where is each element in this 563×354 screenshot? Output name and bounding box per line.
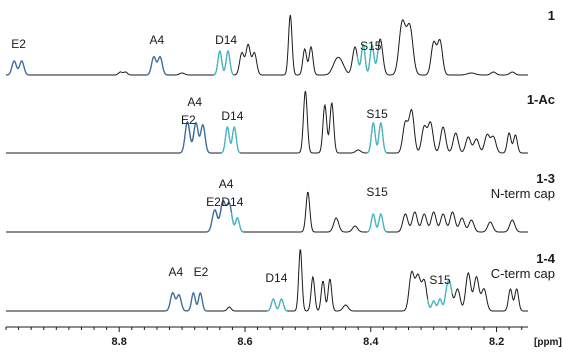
spectrum-1-3: A4 E2 D14 S15 1-3N-term cap: [6, 171, 555, 233]
spectrum-subtitle: C-term cap: [491, 266, 555, 281]
x-tick-label: 8.8: [112, 336, 127, 348]
peak-label-D14: D14: [215, 33, 237, 47]
peak-label-A4: A4: [168, 265, 183, 279]
spectrum-1: E2 A4 D14 S15 1: [5, 8, 555, 76]
peak-label-A4: A4: [150, 33, 165, 47]
peak-label-E2: E2: [206, 195, 221, 209]
x-tick-label: 8.4: [363, 336, 379, 348]
x-axis-unit: [ppm]: [534, 337, 562, 348]
peak-D14-1-4: [267, 298, 288, 312]
peak-A4-1: [146, 55, 168, 76]
peak-D14-1-3: [230, 212, 244, 233]
spectrum-1-Ac: E2 A4 D14 S15 1-Ac: [6, 90, 555, 154]
peak-label-D14: D14: [265, 271, 287, 285]
spectrum-line-1-Ac: [6, 90, 528, 154]
peak-label-S15: S15: [360, 39, 382, 53]
peak-A4-1-4: [165, 292, 187, 312]
spectrum-line-1: [5, 14, 528, 76]
peak-S15-1-Ac: [367, 122, 387, 154]
spectrum-title: 1: [548, 8, 555, 23]
peak-label-E2: E2: [181, 113, 196, 127]
peak-S15-1-4: [426, 279, 453, 309]
peak-S15-1-3: [367, 213, 387, 233]
peak-label-D14: D14: [221, 109, 243, 123]
spectrum-1-4: A4 E2 D14 S15 1-4C-term cap: [6, 249, 556, 312]
peak-D14-1: [213, 50, 235, 76]
peak-label-D14: D14: [221, 195, 243, 209]
peak-label-S15: S15: [366, 107, 388, 121]
peak-label-E2: E2: [11, 37, 26, 51]
spectrum-title: 1-Ac: [527, 92, 555, 107]
peak-A4-1-Ac: [188, 121, 210, 154]
peak-label-E2: E2: [194, 265, 209, 279]
peak-D14-1-Ac: [221, 126, 241, 154]
spectrum-line-1-3: [6, 191, 528, 233]
peak-label-A4: A4: [187, 95, 202, 109]
peak-S15-1: [356, 43, 379, 72]
x-tick-label: 8.6: [237, 336, 252, 348]
spectrum-title: 1-3: [536, 171, 555, 186]
peak-label-S15: S15: [366, 185, 388, 199]
peak-E2-1-4: [187, 292, 207, 312]
peak-label-S15: S15: [429, 273, 451, 287]
peak-E2-1: [7, 60, 29, 76]
spectrum-title: 1-4: [536, 251, 556, 266]
spectrum-subtitle: N-term cap: [491, 186, 555, 201]
x-tick-label: 8.2: [489, 336, 504, 348]
peak-label-A4: A4: [219, 177, 234, 191]
